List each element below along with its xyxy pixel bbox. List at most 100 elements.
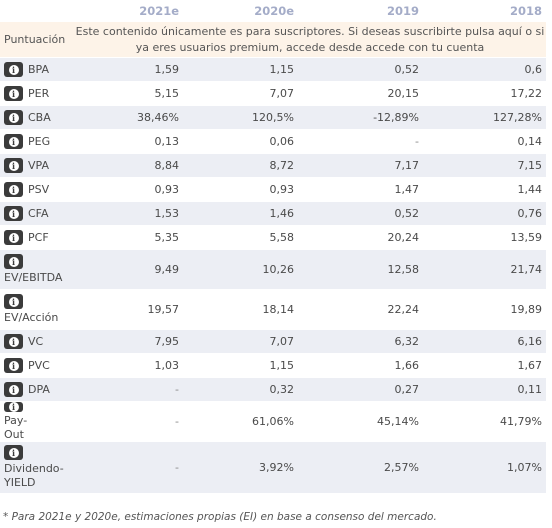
value-cell-2021e: 0,93 bbox=[154, 183, 180, 196]
info-icon[interactable]: i bbox=[4, 206, 23, 221]
header-year-2018: 2018 bbox=[509, 3, 542, 18]
info-icon[interactable]: i bbox=[4, 358, 23, 373]
value-cell-2021e: 9,49 bbox=[154, 263, 180, 276]
row-label: BPA bbox=[28, 63, 50, 76]
info-icon[interactable]: i bbox=[4, 294, 23, 309]
value-cell-2018: 0,76 bbox=[517, 207, 543, 220]
row-label-cell: i PER bbox=[0, 82, 68, 105]
value-cell-2019: 12,58 bbox=[387, 263, 420, 276]
value-cell-2019: 6,32 bbox=[394, 335, 420, 348]
info-icon[interactable]: i bbox=[4, 401, 23, 412]
row-label-cell: i VPA bbox=[0, 154, 68, 177]
value-cell-2019: 20,15 bbox=[387, 87, 420, 100]
info-icon[interactable]: i bbox=[4, 445, 23, 460]
value-cell-2021e: 5,35 bbox=[154, 231, 180, 244]
table-row: i EV/EBITDA 9,49 10,26 12,58 21,74 bbox=[0, 250, 546, 290]
value-cell-2021e: - bbox=[175, 461, 179, 474]
ratio-rows: i BPA 1,59 1,15 0,52 0,6 i PER 5,15 7,07 20,15 17,2… bbox=[0, 58, 546, 494]
info-icon[interactable]: i bbox=[4, 334, 23, 349]
row-label-cell: i VC bbox=[0, 330, 68, 353]
row-label: CBA bbox=[28, 111, 51, 124]
footnote: * Para 2021e y 2020e, estimaciones propi… bbox=[3, 511, 437, 523]
table-header-row: 2021e 2020e 2019 2018 bbox=[0, 0, 546, 22]
row-label-cell: i CBA bbox=[0, 106, 68, 129]
row-label: EV/Acción bbox=[4, 311, 59, 324]
value-cell-2018: 13,59 bbox=[510, 231, 543, 244]
row-label-cell: i PCF bbox=[0, 226, 68, 249]
row-label: Pay- Out bbox=[4, 413, 28, 441]
value-cell-2019: 1,66 bbox=[394, 359, 420, 372]
row-label-cell: i CFA bbox=[0, 202, 68, 225]
table-row: i PSV 0,93 0,93 1,47 1,44 bbox=[0, 178, 546, 202]
value-cell-2020e: 1,46 bbox=[269, 207, 295, 220]
value-cell-2018: 1,07% bbox=[507, 461, 542, 474]
value-cell-2021e: 1,59 bbox=[154, 63, 180, 76]
value-cell-2021e: 38,46% bbox=[137, 111, 179, 124]
ratios-table: 2021e 2020e 2019 2018 Puntuación Este co… bbox=[0, 0, 546, 494]
value-cell-2018: 21,74 bbox=[510, 263, 543, 276]
value-cell-2019: 2,57% bbox=[384, 461, 419, 474]
value-cell-2018: 7,15 bbox=[517, 159, 543, 172]
info-icon[interactable]: i bbox=[4, 182, 23, 197]
value-cell-2020e: 0,06 bbox=[269, 135, 295, 148]
value-cell-2018: 17,22 bbox=[510, 87, 543, 100]
value-cell-2020e: 10,26 bbox=[262, 263, 295, 276]
score-row: Puntuación Este contenido únicamente es … bbox=[0, 22, 546, 58]
info-icon[interactable]: i bbox=[4, 230, 23, 245]
info-icon[interactable]: i bbox=[4, 86, 23, 101]
table-row: i Pay- Out - 61,06% 45,14% 41,79% bbox=[0, 401, 546, 442]
row-label: VPA bbox=[28, 159, 49, 172]
row-label-cell: i BPA bbox=[0, 58, 68, 81]
value-cell-2020e: 7,07 bbox=[269, 87, 295, 100]
info-icon[interactable]: i bbox=[4, 158, 23, 173]
info-icon[interactable]: i bbox=[4, 134, 23, 149]
subscriber-notice[interactable]: Este contenido únicamente es para suscri… bbox=[75, 24, 545, 54]
table-row: i EV/Acción 19,57 18,14 22,24 19,89 bbox=[0, 290, 546, 330]
table-row: i Dividendo- YIELD - 3,92% 2,57% 1,07% bbox=[0, 442, 546, 494]
value-cell-2021e: 19,57 bbox=[147, 303, 180, 316]
value-cell-2020e: 5,58 bbox=[269, 231, 295, 244]
info-icon[interactable]: i bbox=[4, 254, 23, 269]
row-label-cell: i DPA bbox=[0, 378, 68, 401]
value-cell-2019: 1,47 bbox=[394, 183, 420, 196]
row-label: VC bbox=[28, 335, 44, 348]
table-row: i CBA 38,46% 120,5% -12,89% 127,28% bbox=[0, 106, 546, 130]
score-label: Puntuación bbox=[4, 33, 66, 46]
value-cell-2021e: 7,95 bbox=[154, 335, 180, 348]
value-cell-2020e: 120,5% bbox=[252, 111, 294, 124]
header-year-2021e: 2021e bbox=[139, 3, 179, 18]
value-cell-2019: 22,24 bbox=[387, 303, 420, 316]
value-cell-2021e: 8,84 bbox=[154, 159, 180, 172]
value-cell-2019: 0,52 bbox=[394, 207, 420, 220]
value-cell-2020e: 0,32 bbox=[269, 383, 295, 396]
value-cell-2021e: - bbox=[175, 415, 179, 428]
value-cell-2020e: 8,72 bbox=[269, 159, 295, 172]
value-cell-2021e: 1,03 bbox=[154, 359, 180, 372]
value-cell-2021e: 1,53 bbox=[154, 207, 180, 220]
row-label: DPA bbox=[28, 383, 50, 396]
value-cell-2021e: 0,13 bbox=[154, 135, 180, 148]
value-cell-2019: - bbox=[415, 135, 419, 148]
table-row: i VPA 8,84 8,72 7,17 7,15 bbox=[0, 154, 546, 178]
row-label-cell: i Pay- Out bbox=[0, 401, 68, 441]
row-label-cell: i Dividendo- YIELD bbox=[0, 442, 68, 493]
info-icon[interactable]: i bbox=[4, 382, 23, 397]
value-cell-2018: 127,28% bbox=[493, 111, 542, 124]
value-cell-2019: 20,24 bbox=[387, 231, 420, 244]
row-label-cell: i PVC bbox=[0, 354, 68, 377]
value-cell-2019: 45,14% bbox=[377, 415, 419, 428]
value-cell-2018: 0,11 bbox=[517, 383, 543, 396]
row-label: PSV bbox=[28, 183, 50, 196]
table-row: i PCF 5,35 5,58 20,24 13,59 bbox=[0, 226, 546, 250]
info-icon[interactable]: i bbox=[4, 110, 23, 125]
info-icon[interactable]: i bbox=[4, 62, 23, 77]
value-cell-2020e: 1,15 bbox=[269, 63, 295, 76]
value-cell-2020e: 7,07 bbox=[269, 335, 295, 348]
value-cell-2018: 19,89 bbox=[510, 303, 543, 316]
value-cell-2020e: 1,15 bbox=[269, 359, 295, 372]
row-label: EV/EBITDA bbox=[4, 271, 63, 284]
table-row: i VC 7,95 7,07 6,32 6,16 bbox=[0, 330, 546, 354]
table-row: i PVC 1,03 1,15 1,66 1,67 bbox=[0, 354, 546, 378]
table-row: i PER 5,15 7,07 20,15 17,22 bbox=[0, 82, 546, 106]
value-cell-2018: 1,44 bbox=[517, 183, 543, 196]
